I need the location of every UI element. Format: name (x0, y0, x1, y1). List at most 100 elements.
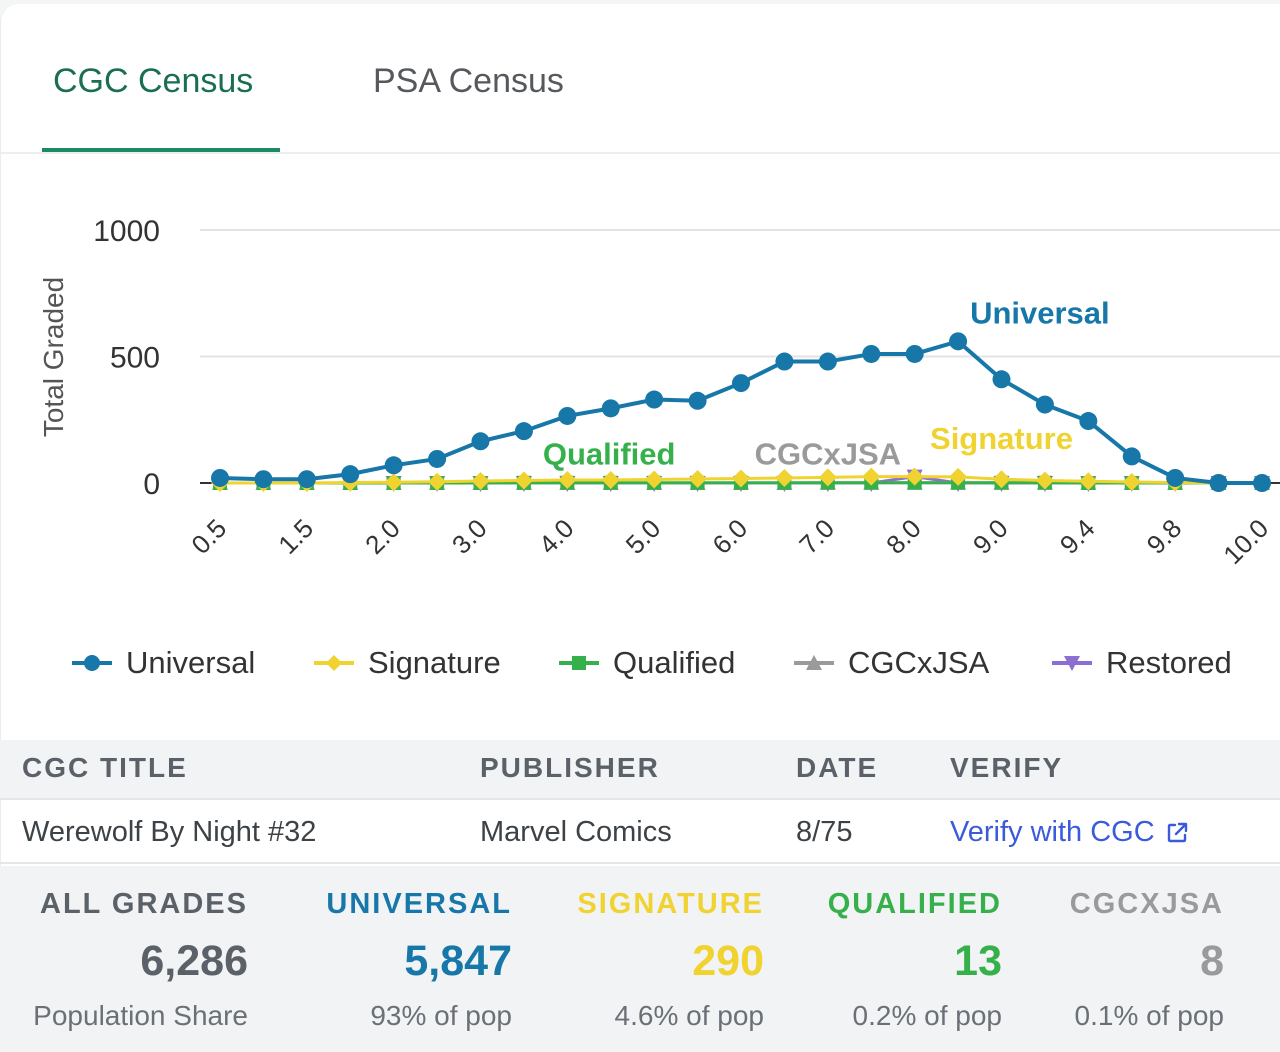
chart-legend: Universal Signature Qualified CGCxJSA Re… (0, 640, 1280, 686)
data-point-signature (514, 471, 533, 490)
data-point-signature (471, 471, 490, 490)
stat-value: 8 (1200, 937, 1224, 985)
legend-label: Universal (126, 645, 256, 680)
data-point-signature (992, 470, 1011, 489)
stat-share: Population Share (33, 1000, 248, 1031)
data-point-universal (341, 465, 360, 484)
stat-label: SIGNATURE (577, 888, 764, 920)
legend-item-cgcxjsa[interactable]: CGCxJSA (794, 640, 989, 686)
data-point-signature (428, 472, 447, 491)
data-point-signature (645, 470, 664, 489)
legend-item-signature[interactable]: Signature (314, 640, 501, 686)
stat-value: 5,847 (404, 937, 512, 985)
stat-value: 13 (954, 937, 1002, 985)
legend-item-universal[interactable]: Universal (72, 640, 255, 686)
stat-qualified: QUALIFIED 13 0.2% of pop (828, 888, 1002, 1032)
triangle-marker-icon (794, 655, 834, 670)
data-point-signature (1079, 472, 1098, 491)
data-point-universal (688, 391, 707, 410)
x-tick-label: 1.5 (272, 513, 319, 560)
legend-label: Signature (368, 645, 501, 680)
x-tick-label: 8.0 (880, 513, 927, 560)
series-line-universal (219, 339, 1262, 485)
publication-date: 8/75 (796, 816, 853, 848)
stat-share: 0.1% of pop (1074, 1000, 1224, 1031)
legend-label: CGCxJSA (848, 645, 990, 680)
data-point-universal (428, 449, 447, 468)
x-tick-label: 4.0 (533, 513, 580, 560)
verify-link-label: Verify with CGC (950, 816, 1155, 848)
stat-label: ALL GRADES (40, 888, 248, 920)
data-point-universal (601, 399, 620, 418)
y-tick-label: 1000 (93, 215, 160, 248)
table-row: Werewolf By Night #32 Marvel Comics 8/75… (0, 800, 1280, 864)
data-point-universal (254, 470, 273, 489)
x-tick-label: 9.8 (1141, 513, 1188, 560)
data-point-signature (688, 469, 707, 488)
stat-value: 290 (692, 937, 764, 985)
info-table-header: CGC TITLE PUBLISHER DATE VERIFY (0, 740, 1280, 800)
data-point-universal (1209, 474, 1228, 492)
y-tick-label: 500 (110, 342, 160, 375)
stat-share: 93% of pop (370, 1000, 512, 1031)
data-point-signature (775, 468, 794, 487)
data-point-universal (1122, 447, 1141, 466)
x-tick-label: 7.0 (793, 513, 840, 560)
data-point-universal (645, 390, 664, 409)
x-tick-label: 3.0 (446, 513, 493, 560)
data-point-signature (601, 470, 620, 489)
data-point-signature (732, 469, 750, 488)
circle-marker-icon (72, 655, 112, 671)
data-point-universal (1079, 412, 1098, 431)
triangle-down-marker-icon (1052, 656, 1092, 671)
population-stats: ALL GRADES 6,286 Population Share UNIVER… (0, 866, 1280, 1052)
data-point-signature (949, 467, 968, 486)
square-marker-icon (559, 656, 599, 670)
data-point-signature (558, 470, 577, 489)
tab-psa-census[interactable]: PSA Census (373, 62, 564, 100)
tab-cgc-census[interactable]: CGC Census (53, 62, 254, 100)
data-point-universal (732, 374, 750, 393)
data-point-universal (514, 422, 533, 441)
stat-cgcxjsa: CGCXJSA 8 0.1% of pop (1070, 888, 1224, 1032)
verify-with-cgc-link[interactable]: Verify with CGC (950, 816, 1189, 849)
legend-item-qualified[interactable]: Qualified (559, 640, 735, 686)
y-tick-label: 0 (143, 468, 160, 501)
legend-item-restored[interactable]: Restored (1052, 640, 1232, 686)
header-date: DATE (796, 752, 879, 783)
data-point-universal (905, 344, 924, 363)
comic-title: Werewolf By Night #32 (22, 816, 317, 848)
data-point-signature (905, 467, 924, 486)
stat-value: 6,286 (140, 937, 248, 985)
diamond-marker-icon (314, 655, 354, 671)
x-tick-label: 5.0 (620, 513, 667, 560)
data-point-universal (992, 370, 1011, 389)
data-point-universal (775, 352, 794, 371)
legend-label: Restored (1106, 645, 1232, 680)
legend-label: Qualified (613, 645, 736, 680)
data-point-universal (211, 468, 229, 487)
data-point-universal (818, 352, 837, 371)
x-tick-label: 9.4 (1054, 513, 1101, 560)
stat-signature: SIGNATURE 290 4.6% of pop (577, 888, 764, 1032)
data-point-universal (471, 432, 490, 451)
data-point-signature (862, 467, 881, 486)
data-point-signature (818, 468, 837, 487)
series-label-cgcxjsa: CGCxJSA (755, 437, 901, 472)
x-tick-label: 10.0 (1217, 513, 1274, 570)
x-tick-label: 0.5 (185, 513, 232, 560)
series-label-universal: Universal (970, 295, 1110, 330)
data-point-signature (1035, 471, 1054, 490)
data-point-universal (1035, 395, 1054, 414)
external-link-icon (1167, 822, 1187, 842)
series-label-signature: Signature (930, 421, 1073, 456)
x-tick-label: 9.0 (967, 513, 1014, 560)
stat-label: QUALIFIED (827, 888, 1002, 920)
header-verify: VERIFY (950, 752, 1064, 783)
census-chart: 0 500 1000 Total Graded 0.5 1.5 2.0 3.0 4.0 5.0 6.… (38, 215, 1280, 570)
stat-universal: UNIVERSAL 5,847 93% of pop (326, 888, 512, 1032)
x-tick-label: 2.0 (359, 513, 406, 560)
data-point-universal (949, 332, 968, 351)
stat-all-grades: ALL GRADES 6,286 Population Share (33, 888, 248, 1032)
census-tabs: CGC Census PSA Census (1, 4, 1280, 154)
